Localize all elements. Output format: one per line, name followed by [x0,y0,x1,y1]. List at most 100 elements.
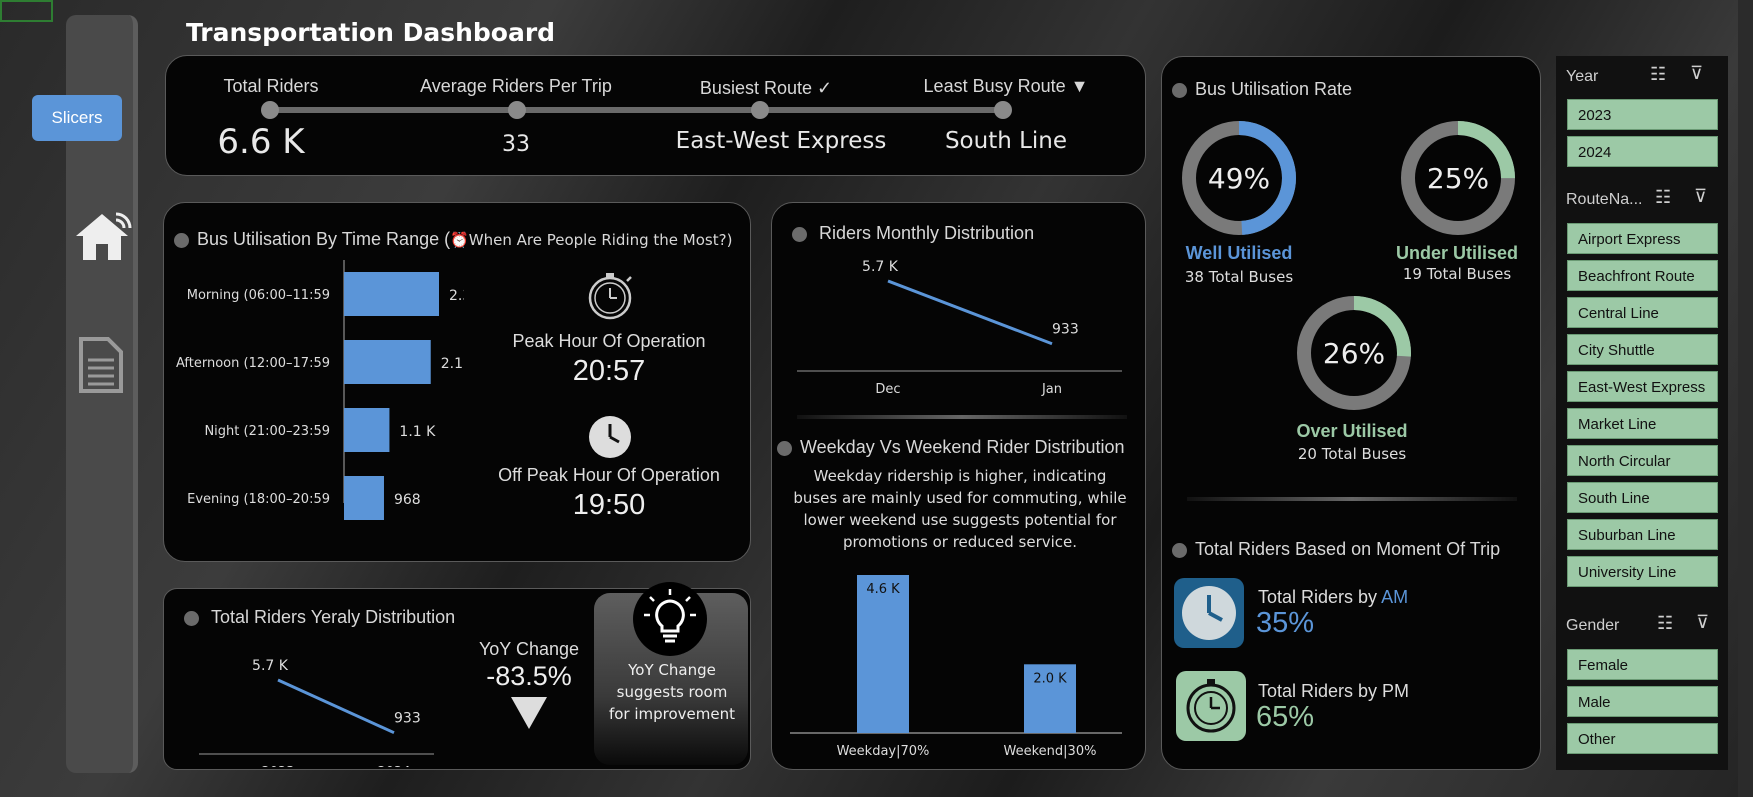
well-utilised-sub: 38 Total Buses [1184,268,1294,286]
x-tick-label: Jan [1041,382,1062,397]
donut-arc [1297,296,1411,410]
kpi-dot [508,101,526,119]
pm-label: Total Riders by PM [1258,681,1410,701]
route-slicer-item[interactable]: City Shuttle [1567,334,1718,365]
year-slicer-item[interactable]: 2024 [1567,136,1718,167]
selected-cell[interactable] [0,0,53,22]
yearly-title-text: Total Riders Yeraly Distribution [211,607,456,627]
kpi-panel: Total Riders 6.6 K Average Riders Per Tr… [165,55,1146,176]
utilisation-panel: Bus Utilisation Rate 49% Well Utilised 3… [1161,56,1541,770]
route-slicer-item[interactable]: South Line [1567,482,1718,513]
monthly-title: Riders Monthly Distribution [792,223,1034,244]
divider [1187,497,1517,501]
gender-slicer-label: Gender [1566,617,1620,634]
data-label: 5.7 K [252,658,289,674]
under-utilised-sub: 19 Total Buses [1402,265,1512,283]
year-slicer-item[interactable]: 2023 [1567,99,1718,130]
data-label: 2.1 K [441,356,464,372]
peak-hour-value: 20:57 [572,355,646,387]
dashboard-title: Transportation Dashboard [186,18,556,47]
route-slicer-item[interactable]: Airport Express [1567,223,1718,254]
scrollbar[interactable] [1738,0,1753,797]
gender-slicer-item[interactable]: Other [1567,723,1718,754]
multi-select-icon[interactable]: ☷ [1655,187,1672,207]
kpi-total-riders-value: 6.6 K [217,122,305,162]
side-nav [66,15,138,773]
monthly-title-text: Riders Monthly Distribution [819,223,1035,243]
kpi-busiest-route-label: Busiest Route ✓ [699,78,833,98]
data-label: 5.7 K [862,259,899,275]
yoy-label: YoY Change [478,639,580,659]
x-tick-label: Weekend|30% [1004,744,1097,759]
route-slicer-item[interactable]: Market Line [1567,408,1718,439]
yearly-panel: Total Riders Yeraly Distribution 5.7 K 20… [163,582,751,770]
over-utilised-sub: 20 Total Buses [1297,445,1407,463]
category-label: Morning (06:00–11:59 [187,288,330,303]
route-slicer-item[interactable]: Beachfront Route [1567,260,1718,291]
panel-dot [792,226,807,242]
category-label: Evening (18:00–20:59 [187,492,330,507]
panel-dot [1172,82,1187,98]
bar [344,340,431,384]
off-peak-hour-label: Off Peak Hour Of Operation [498,465,720,485]
donut-arc [1401,121,1515,235]
data-label: 933 [394,711,421,727]
monthly-chart: 5.7 K Dec 933 Jan [797,259,1122,397]
kpi-avg-riders-label: Average Riders Per Trip [420,76,612,96]
kpi-dot [994,101,1012,119]
data-label: 4.6 K [866,582,900,597]
panel-dot [184,610,199,626]
route-slicer-item[interactable]: Central Line [1567,297,1718,328]
bar [857,575,909,733]
multi-select-icon[interactable]: ☷ [1657,613,1674,633]
insight-text: YoY Change suggests room for improvement [608,661,736,723]
clear-filter-icon[interactable]: ⊽ [1696,612,1710,632]
route-slicer-item[interactable]: Suburban Line [1567,519,1718,550]
pm-stopwatch-icon [1176,671,1246,741]
moment-title-text: Total Riders Based on Moment Of Trip [1195,539,1501,559]
data-label: 2.0 K [1033,671,1067,686]
x-tick-label: Weekday|70% [837,744,930,759]
pm-value: 65% [1256,701,1315,733]
kpi-dot [261,101,279,119]
weekday-title-text: Weekday Vs Weekend Rider Distribution [800,437,1125,457]
category-label: Night (21:00–23:59 [204,424,330,439]
divider [797,415,1127,419]
gender-slicer-item[interactable]: Female [1567,649,1718,680]
kpi-least-busy-label: Least Busy Route ▼ [923,76,1089,96]
bar [344,408,390,452]
stopwatch-icon [585,271,635,326]
home-icon[interactable] [72,208,132,264]
route-slicer-item[interactable]: University Line [1567,556,1718,587]
bar [344,476,384,520]
weekday-chart: 4.6 K Weekday|70% 2.0 K Weekend|30% [790,575,1122,759]
data-label: 933 [1052,322,1079,338]
series-line [277,678,395,735]
donut-value: 25% [1427,162,1489,195]
document-icon[interactable] [78,336,124,394]
route-slicer-item[interactable]: North Circular [1567,445,1718,476]
series-line [887,279,1053,346]
clear-filter-icon[interactable]: ⊽ [1690,63,1704,83]
route-slicer-item[interactable]: East-West Express [1567,371,1718,402]
time-range-title-suffix: When Are People Riding the Most?) [468,231,733,249]
clear-filter-icon[interactable]: ⊽ [1694,186,1708,206]
donut-value: 49% [1208,162,1270,195]
slicers-button[interactable]: Slicers [32,95,122,141]
time-range-panel: Bus Utilisation By Time Range (⏰When Are… [163,202,751,562]
donut-well-utilised: 49% [1182,121,1296,235]
moment-title: Total Riders Based on Moment Of Trip [1172,539,1500,560]
clock-icon [588,415,632,464]
x-tick-label: 2024 [377,765,410,767]
x-tick-label: Dec [875,382,900,397]
gender-slicer-item[interactable]: Male [1567,686,1718,717]
utilisation-title-text: Bus Utilisation Rate [1195,79,1353,99]
panel-dot [1172,542,1187,558]
multi-select-icon[interactable]: ☷ [1650,64,1667,84]
year-slicer-label: Year [1566,68,1599,85]
am-clock-icon [1174,578,1244,648]
time-range-title: Bus Utilisation By Time Range (⏰When Are… [174,229,732,250]
kpi-least-busy-value: South Line [944,128,1068,154]
time-range-title-text: Bus Utilisation By Time Range ( [197,229,451,249]
yearly-chart: 5.7 K 2023 933 2024 [199,658,434,767]
